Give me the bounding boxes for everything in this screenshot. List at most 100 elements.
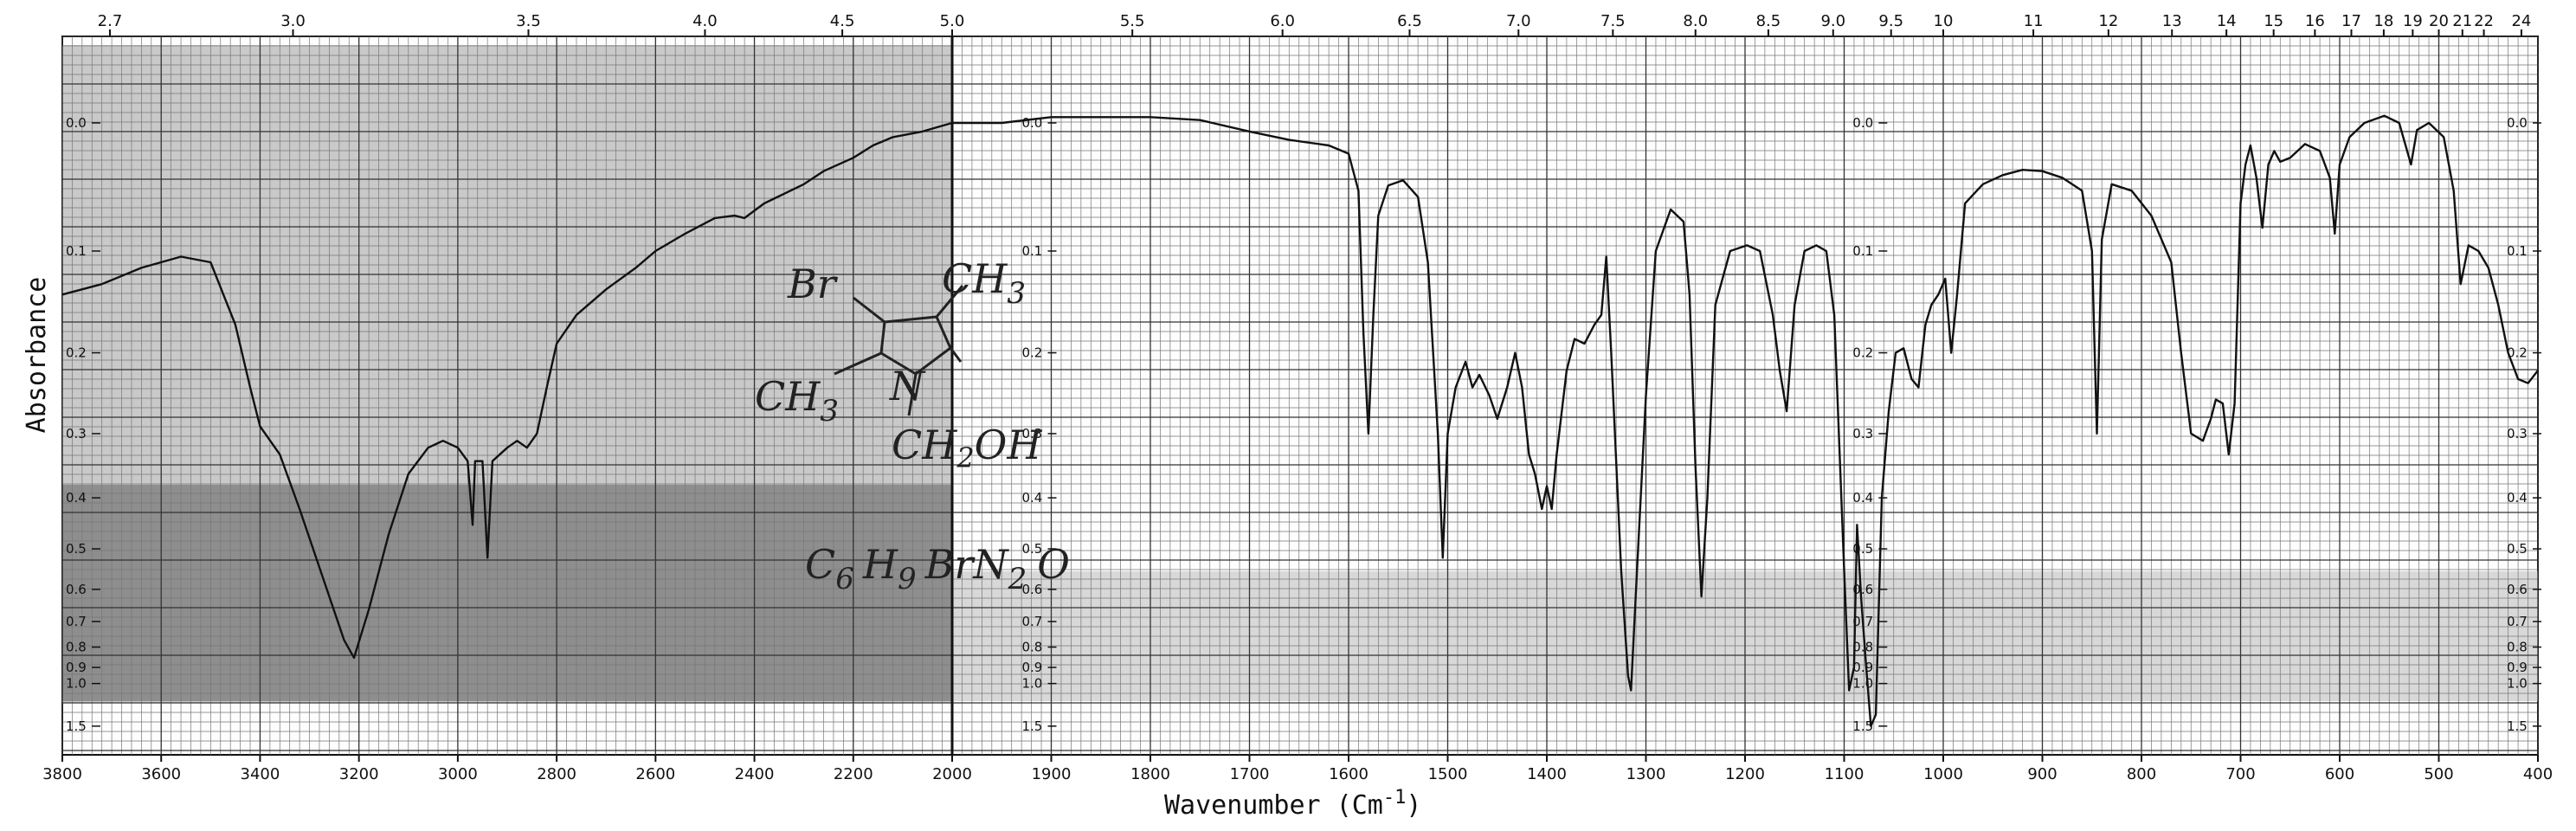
absorbance-label: 0.7 xyxy=(2507,614,2528,629)
x-tick-label: 2600 xyxy=(635,765,675,783)
absorbance-label: 0.2 xyxy=(1852,345,1873,361)
absorbance-label: 0.5 xyxy=(66,541,87,557)
micron-tick-label: 20 xyxy=(2429,12,2449,30)
micron-tick-label: 2.7 xyxy=(98,12,123,30)
absorbance-label: 1.0 xyxy=(1022,676,1043,692)
wavenumber-axis: 3800 3600 3400 3200 3000 2800 2600 2400 2200 2000… xyxy=(42,755,2553,783)
absorbance-label: 0.4 xyxy=(66,490,87,506)
x-axis-title-exponent: -1 xyxy=(1383,787,1407,808)
x-tick-label: 1900 xyxy=(1032,765,1072,783)
x-tick-label: 1000 xyxy=(1923,765,1963,783)
x-tick-label: 1500 xyxy=(1428,765,1468,783)
major-gridlines xyxy=(61,35,2539,755)
absorbance-label: 0.2 xyxy=(66,345,87,361)
x-tick-label: 2800 xyxy=(537,765,576,783)
micron-tick-label: 3.5 xyxy=(516,12,541,30)
absorbance-label: 0.8 xyxy=(1852,640,1873,655)
series-line-spectrum xyxy=(61,114,2539,727)
absorbance-label: 1.0 xyxy=(2507,676,2528,692)
absorbance-label: 0.4 xyxy=(1852,490,1873,506)
micron-tick-label: 24 xyxy=(2511,12,2531,30)
absorbance-label: 0.3 xyxy=(66,426,87,441)
handwritten-structure-annotation: Br CH3 CH3 N CH2OH C6 H9 BrN2 O xyxy=(755,255,1070,596)
absorbance-label: 0.6 xyxy=(1022,582,1043,597)
absorbance-label: 0.1 xyxy=(1022,243,1043,259)
x-tick-label: 1600 xyxy=(1329,765,1368,783)
absorbance-label: 0.8 xyxy=(66,640,87,655)
structure-label-ch3-left: CH3 xyxy=(755,373,839,428)
absorbance-label: 0.0 xyxy=(1852,115,1873,131)
absorbance-label: 0.7 xyxy=(1022,614,1043,629)
micron-tick-label: 14 xyxy=(2217,12,2237,30)
absorbance-label: 0.3 xyxy=(2507,426,2528,441)
micron-tick-label: 12 xyxy=(2098,12,2118,30)
micron-tick-label: 4.0 xyxy=(692,12,718,30)
absorbance-label: 0.1 xyxy=(2507,243,2528,259)
x-tick-label: 2000 xyxy=(932,765,972,783)
micron-tick-label: 8.0 xyxy=(1683,12,1708,30)
micron-tick-label: 4.5 xyxy=(830,12,855,30)
micron-tick-label: 9.0 xyxy=(1820,12,1845,30)
x-tick-label: 500 xyxy=(2424,765,2453,783)
x-tick-label: 1300 xyxy=(1626,765,1666,783)
micron-tick-label: 21 xyxy=(2452,12,2472,30)
micron-tick-label: 6.5 xyxy=(1397,12,1422,30)
absorbance-label: 0.5 xyxy=(2507,541,2528,557)
micron-tick-label: 8.5 xyxy=(1756,12,1781,30)
x-tick-label: 3000 xyxy=(438,765,478,783)
y-axis-title: Absorbance xyxy=(22,277,52,434)
micron-tick-label: 15 xyxy=(2264,12,2283,30)
absorbance-label: 0.1 xyxy=(1852,243,1873,259)
micron-tick-label: 19 xyxy=(2403,12,2423,30)
absorbance-scale-labels: 0.00.10.20.30.40.50.60.70.80.91.01.50.00… xyxy=(66,115,2541,734)
micron-tick-label: 6.0 xyxy=(1270,12,1295,30)
absorbance-label: 0.4 xyxy=(2507,490,2528,506)
absorbance-label: 0.3 xyxy=(1852,426,1873,441)
absorbance-label: 0.6 xyxy=(2507,582,2528,597)
structure-label-ch2oh: CH2OH xyxy=(892,422,1042,474)
x-tick-label: 3400 xyxy=(241,765,280,783)
x-tick-label: 700 xyxy=(2225,765,2255,783)
x-axis-title: Wavenumber (Cm-1) xyxy=(1164,787,1421,821)
pyrazole-ring-sketch xyxy=(834,285,964,416)
x-tick-label: 600 xyxy=(2325,765,2354,783)
x-tick-label: 1100 xyxy=(1825,765,1864,783)
absorbance-label: 0.0 xyxy=(66,115,87,131)
absorbance-label: 0.2 xyxy=(2507,345,2528,361)
absorbance-label: 0.1 xyxy=(66,243,87,259)
x-tick-label: 400 xyxy=(2523,765,2553,783)
x-tick-label: 900 xyxy=(2027,765,2057,783)
x-tick-label: 3800 xyxy=(42,765,82,783)
absorbance-label: 1.5 xyxy=(2507,718,2528,734)
micron-axis: 2.7 3.0 3.5 4.0 4.5 5.0 5.5 6.0 6.5 7.0 7.5 8.0 8.5 9… xyxy=(98,12,2531,36)
absorbance-label: 0.8 xyxy=(1022,640,1043,655)
x-axis-title-close: ) xyxy=(1406,790,1421,821)
absorbance-label: 0.9 xyxy=(1852,660,1873,675)
x-tick-label: 1200 xyxy=(1725,765,1765,783)
absorbance-label: 0.5 xyxy=(1022,541,1043,557)
absorbance-label: 1.0 xyxy=(1852,676,1873,692)
x-tick-label: 1800 xyxy=(1130,765,1170,783)
absorbance-label: 0.9 xyxy=(1022,660,1043,675)
absorbance-label: 0.4 xyxy=(1022,490,1043,506)
x-axis-title-main: Wavenumber (Cm xyxy=(1164,790,1383,821)
molecular-formula-annotation: C6 H9 BrN2 O xyxy=(805,541,1070,596)
absorbance-label: 1.5 xyxy=(1852,718,1873,734)
absorbance-label: 1.5 xyxy=(66,718,87,734)
micron-tick-label: 7.5 xyxy=(1600,12,1626,30)
micron-tick-label: 5.5 xyxy=(1120,12,1145,30)
x-tick-label: 3200 xyxy=(339,765,379,783)
absorbance-label: 0.9 xyxy=(66,660,87,675)
absorbance-label: 0.8 xyxy=(2507,640,2528,655)
absorbance-label: 0.3 xyxy=(1022,426,1043,441)
x-tick-label: 2400 xyxy=(735,765,775,783)
absorbance-label: 0.0 xyxy=(2507,115,2528,131)
micron-tick-label: 13 xyxy=(2162,12,2182,30)
micron-tick-label: 17 xyxy=(2341,12,2361,30)
micron-tick-label: 3.0 xyxy=(280,12,306,30)
structure-label-ch3-right: CH3 xyxy=(942,255,1026,311)
absorbance-label: 0.6 xyxy=(66,582,87,597)
x-tick-label: 1400 xyxy=(1527,765,1567,783)
micron-tick-label: 11 xyxy=(2024,12,2044,30)
